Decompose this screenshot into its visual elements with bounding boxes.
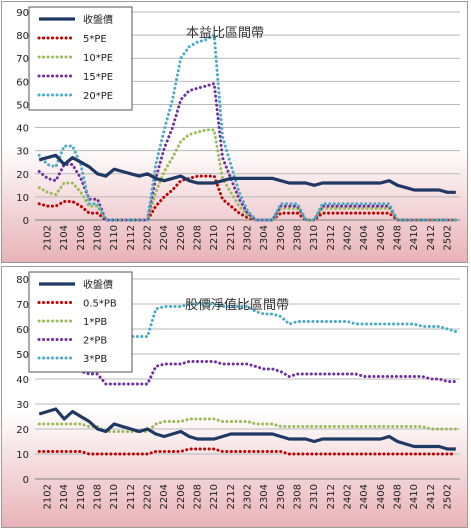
y-tick-label: 50 xyxy=(16,350,29,361)
legend-label: 收盤價 xyxy=(83,13,113,26)
x-tick-label: 2112 xyxy=(126,484,137,509)
x-tick-label: 2310 xyxy=(309,225,320,250)
x-tick-label: 2206 xyxy=(176,484,187,509)
x-tick-label: 2212 xyxy=(226,484,237,509)
y-tick-label: 80 xyxy=(16,31,29,42)
x-tick-label: 2104 xyxy=(59,484,70,509)
y-tick-label: 20 xyxy=(16,425,29,436)
x-tick-label: 2406 xyxy=(376,484,387,509)
series-line-2 xyxy=(37,417,458,433)
legend-label: 2*PB xyxy=(83,336,107,347)
x-tick-label: 2306 xyxy=(276,484,287,509)
x-tick-label: 2104 xyxy=(59,225,70,250)
x-tick-label: 2102 xyxy=(43,484,54,509)
y-tick-label: 80 xyxy=(16,275,29,286)
x-tick-label: 2412 xyxy=(426,225,437,250)
x-tick-label: 2502 xyxy=(443,484,454,509)
y-tick-label: 30 xyxy=(16,147,29,158)
y-tick-label: 10 xyxy=(16,193,29,204)
series-line-0 xyxy=(38,153,456,194)
pe-band-chart-panel: 0 10 20 30 40 50 60 70 80 90 2102 2104 2106 2108 2110 2… xyxy=(1,1,468,263)
x-tick-label: 2110 xyxy=(109,484,120,509)
legend-label: 1*PB xyxy=(83,317,107,328)
legend: 收盤價 0.5*PB 1*PB 2*PB 3*PB xyxy=(28,271,133,373)
x-tick-label: 2302 xyxy=(243,484,254,509)
x-tick-label: 2412 xyxy=(426,484,437,509)
series-line-4 xyxy=(37,302,458,338)
x-tick-label: 2304 xyxy=(259,484,270,509)
series-line-3 xyxy=(37,360,458,386)
x-tick-label: 2208 xyxy=(193,484,204,509)
legend-label: 20*PE xyxy=(83,91,113,102)
series-line-0 xyxy=(38,407,456,451)
x-tick-label: 2210 xyxy=(209,225,220,250)
x-tick-label: 2402 xyxy=(343,225,354,250)
y-tick-label: 50 xyxy=(16,100,29,111)
x-tick-label: 2110 xyxy=(109,225,120,250)
legend-label: 10*PE xyxy=(83,53,113,64)
x-tick-label: 2108 xyxy=(93,225,104,250)
x-tick-label: 2304 xyxy=(259,225,270,250)
x-tick-label: 2408 xyxy=(393,484,404,509)
legend-label: 收盤價 xyxy=(83,278,113,291)
y-tick-label: 70 xyxy=(16,300,29,311)
x-tick-label: 2406 xyxy=(376,225,387,250)
x-tick-label: 2208 xyxy=(193,225,204,250)
x-tick-label: 2310 xyxy=(309,484,320,509)
y-tick-label: 10 xyxy=(16,450,29,461)
y-tick-label: 0 xyxy=(23,475,29,486)
x-tick-label: 2206 xyxy=(176,225,187,250)
x-tick-label: 2502 xyxy=(443,225,454,250)
y-tick-label: 0 xyxy=(23,216,29,227)
x-tick-label: 2402 xyxy=(343,484,354,509)
legend-box xyxy=(28,271,133,373)
x-tick-label: 2312 xyxy=(326,484,337,509)
y-tick-label: 20 xyxy=(16,170,29,181)
legend-label: 0.5*PB xyxy=(83,299,117,310)
x-tick-label: 2410 xyxy=(409,225,420,250)
x-tick-label: 2306 xyxy=(276,225,287,250)
x-tick-label: 2302 xyxy=(243,225,254,250)
x-tick-label: 2108 xyxy=(93,484,104,509)
y-tick-label: 40 xyxy=(16,375,29,386)
x-tick-label: 2106 xyxy=(76,484,87,509)
x-tick-label: 2204 xyxy=(159,225,170,250)
y-tick-label: 30 xyxy=(16,400,29,411)
y-tick-label: 40 xyxy=(16,124,29,135)
x-tick-label: 2408 xyxy=(393,225,404,250)
x-tick-label: 2404 xyxy=(359,484,370,509)
x-tick-label: 2410 xyxy=(409,484,420,509)
x-tick-label: 2202 xyxy=(143,484,154,509)
y-tick-label: 70 xyxy=(16,54,29,65)
legend-box xyxy=(28,6,133,111)
pb-band-chart-panel: 0 10 20 30 40 50 60 70 80 2102 2104 2106 2108 2110 211… xyxy=(1,266,468,528)
series-line-3 xyxy=(37,82,458,222)
y-tick-label: 90 xyxy=(16,8,29,19)
x-tick-label: 2212 xyxy=(226,225,237,250)
series-line-2 xyxy=(37,128,458,222)
x-tick-label: 2404 xyxy=(359,225,370,250)
x-tick-label: 2308 xyxy=(293,225,304,250)
x-tick-label: 2112 xyxy=(126,225,137,250)
pe-band-chart: 0 10 20 30 40 50 60 70 80 90 2102 2104 2106 2108 2110 2… xyxy=(2,2,467,262)
chart-title: 股價淨值比區間帶 xyxy=(185,297,289,313)
chart-title: 本益比區間帶 xyxy=(186,26,264,41)
x-tick-label: 2308 xyxy=(293,484,304,509)
legend-label: 15*PE xyxy=(83,72,113,83)
y-tick-label: 60 xyxy=(16,325,29,336)
legend-label: 3*PB xyxy=(83,354,107,365)
y-tick-label: 60 xyxy=(16,77,29,88)
x-tick-label: 2202 xyxy=(143,225,154,250)
x-tick-label: 2102 xyxy=(43,225,54,250)
x-tick-label: 2204 xyxy=(159,484,170,509)
x-tick-label: 2312 xyxy=(326,225,337,250)
legend: 收盤價 5*PE 10*PE 15*PE 20*PE xyxy=(28,6,133,111)
pb-band-chart: 0 10 20 30 40 50 60 70 80 2102 2104 2106 2108 2110 211… xyxy=(2,267,467,527)
legend-label: 5*PE xyxy=(83,34,107,45)
series-line-4 xyxy=(37,33,458,222)
x-tick-label: 2210 xyxy=(209,484,220,509)
x-tick-label: 2106 xyxy=(76,225,87,250)
